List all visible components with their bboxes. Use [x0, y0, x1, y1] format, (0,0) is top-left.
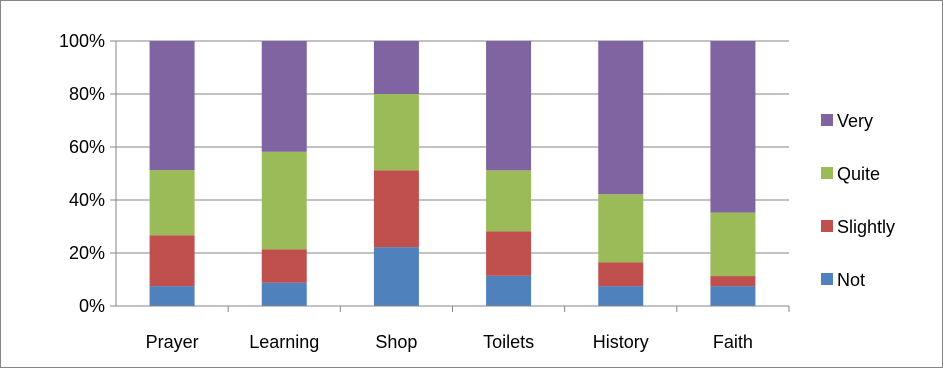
bar-segment-quite-history — [598, 194, 644, 263]
bar-segment-slightly-shop — [373, 170, 419, 248]
legend-swatch-slightly — [821, 220, 833, 232]
bar-segment-not-faith — [710, 286, 756, 306]
bar-segment-very-toilets — [486, 41, 532, 171]
bar-segment-not-prayer — [149, 286, 195, 306]
x-tick-label: Toilets — [483, 332, 534, 352]
x-tick-label: History — [593, 332, 649, 352]
x-tick-label: Shop — [375, 332, 417, 352]
bar-segment-slightly-history — [598, 262, 644, 287]
x-tick-label: Learning — [249, 332, 319, 352]
legend-swatch-quite — [821, 167, 833, 179]
bar-segment-very-history — [598, 41, 644, 195]
legend-label-not: Not — [837, 270, 865, 290]
y-tick-label: 0% — [79, 296, 105, 316]
bar-segment-quite-shop — [373, 94, 419, 171]
legend-label-very: Very — [837, 111, 873, 131]
bar-segment-slightly-learning — [261, 249, 307, 283]
bar-segment-slightly-faith — [710, 276, 756, 287]
axes: 0% 20% 40% 60% 80% 100% Prayer Learning Shop Toil… — [59, 31, 790, 352]
bar-segment-not-toilets — [486, 275, 532, 306]
bar-segment-quite-prayer — [149, 170, 195, 236]
bar-segment-quite-faith — [710, 212, 756, 277]
legend-swatch-not — [821, 273, 833, 285]
x-tick-label: Prayer — [146, 332, 199, 352]
bar-segment-not-learning — [261, 282, 307, 306]
legend-swatch-very — [821, 114, 833, 126]
bar-segment-very-learning — [261, 41, 307, 152]
bar-segment-very-prayer — [149, 41, 195, 171]
y-tick-label: 80% — [69, 84, 105, 104]
bar-segment-not-shop — [373, 247, 419, 306]
bars — [149, 41, 756, 306]
legend-label-slightly: Slightly — [837, 217, 895, 237]
bar-segment-very-shop — [373, 41, 419, 94]
bar-segment-slightly-toilets — [486, 231, 532, 276]
bar-segment-not-history — [598, 286, 644, 306]
bar-segment-very-faith — [710, 41, 756, 213]
y-tick-label: 40% — [69, 190, 105, 210]
legend-label-quite: Quite — [837, 164, 880, 184]
y-tick-label: 20% — [69, 243, 105, 263]
legend: Very Quite Slightly Not — [821, 111, 895, 290]
bar-segment-slightly-prayer — [149, 235, 195, 287]
bar-segment-quite-learning — [261, 151, 307, 250]
x-tick-label: Faith — [713, 332, 753, 352]
y-tick-label: 60% — [69, 137, 105, 157]
gridlines — [116, 40, 789, 254]
y-tick-label: 100% — [59, 31, 105, 51]
bar-segment-quite-toilets — [486, 170, 532, 232]
